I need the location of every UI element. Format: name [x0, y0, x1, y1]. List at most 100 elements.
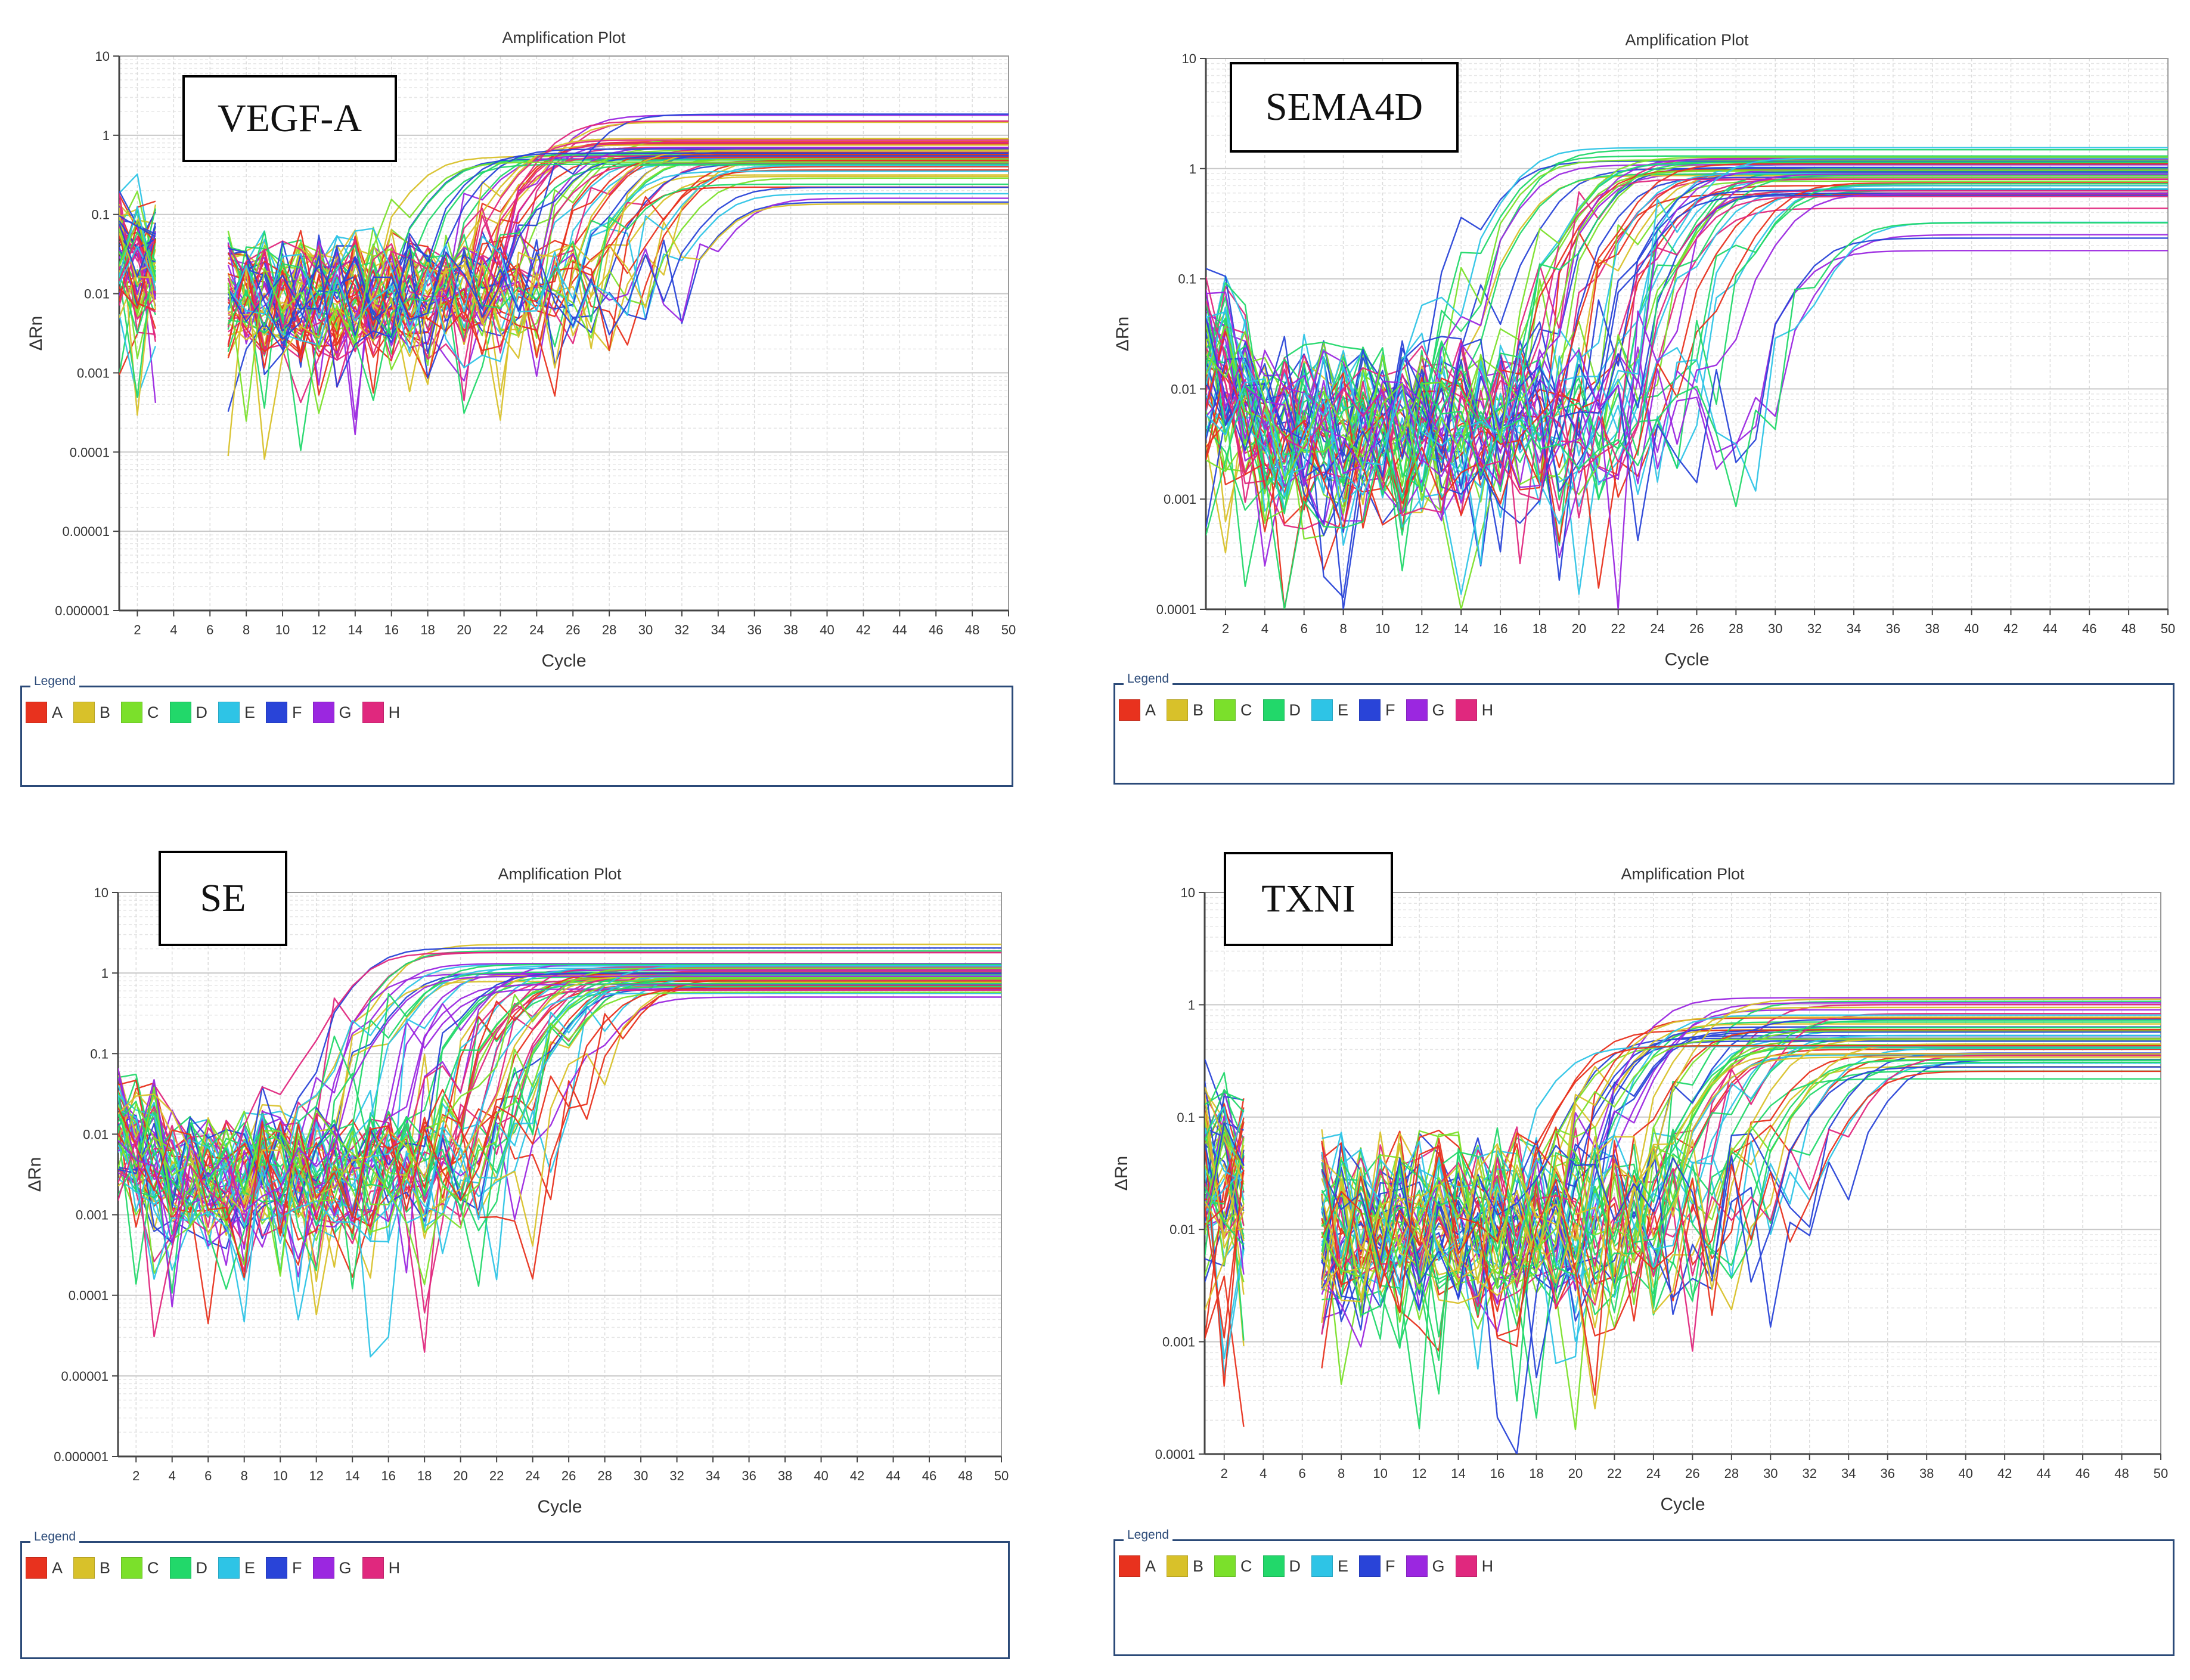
amplification-curve-d	[118, 982, 1001, 1226]
curve-group	[119, 113, 1009, 460]
amplification-curve-a	[1205, 1139, 1245, 1387]
x-tick-label: 38	[1925, 621, 1939, 636]
x-tick-label: 40	[814, 1468, 828, 1483]
x-tick-label: 44	[892, 622, 907, 637]
x-tick-label: 18	[417, 1468, 432, 1483]
legend-label: G	[1432, 700, 1445, 719]
amplification-curve-b	[1321, 1053, 2161, 1287]
x-tick-label: 22	[489, 1468, 504, 1483]
y-tick-label: 0.000001	[55, 603, 110, 618]
amplification-curve-a	[1321, 1070, 2161, 1396]
amplification-curve-g	[1206, 173, 2168, 609]
x-axis-label: Cycle	[1664, 650, 1709, 669]
x-tick-label: 10	[273, 1468, 287, 1483]
legend-item-g: G	[312, 1557, 352, 1579]
x-tick-label: 4	[1260, 1466, 1267, 1481]
amplification-curve-f	[227, 187, 1009, 336]
x-tick-label: 32	[1803, 1466, 1817, 1481]
y-tick-label: 0.01	[83, 1127, 108, 1142]
amplification-curve-f	[119, 190, 156, 235]
legend-label: D	[1289, 700, 1301, 719]
y-axis-label: ΔRn	[25, 1157, 45, 1192]
amplification-curve-d	[119, 231, 156, 279]
y-tick-label: 0.0001	[1155, 1447, 1195, 1462]
y-tick-label: 10	[94, 885, 108, 900]
amplification-curve-g	[118, 984, 1001, 1266]
amplification-curve-d	[1321, 1059, 2161, 1316]
legend-item-e: E	[1311, 1555, 1348, 1577]
x-tick-label: 22	[1607, 1466, 1621, 1481]
amplification-curve-b	[1321, 1056, 2161, 1291]
x-tick-label: 16	[381, 1468, 395, 1483]
legend-label: C	[147, 703, 159, 721]
panel-sema4d: Amplification Plot 2 4 6 8 10 12 14 16 18 20 22 24 26…	[1095, 0, 2190, 840]
x-tick-label: 28	[602, 622, 616, 637]
x-tick-label: 40	[1964, 621, 1978, 636]
legend-label: H	[1481, 700, 1494, 719]
x-tick-label: 14	[348, 622, 362, 637]
legend-item-e: E	[218, 702, 255, 723]
x-tick-label: 12	[312, 622, 326, 637]
legend-swatch-icon	[121, 1557, 143, 1579]
x-tick-label: 18	[1533, 621, 1547, 636]
amplification-curve-c	[1205, 1120, 1245, 1216]
x-tick-label: 16	[384, 622, 398, 637]
amplification-curve-e	[227, 171, 1009, 368]
legend-swatch-icon	[1262, 1555, 1285, 1577]
legend-swatch-icon	[1455, 1555, 1477, 1577]
amplification-curve-a	[1206, 182, 2168, 529]
y-tick-label: 0.1	[91, 207, 110, 222]
legend-label: G	[1432, 1557, 1445, 1575]
legend-swatch-icon	[1167, 699, 1189, 721]
legend-label: H	[388, 703, 401, 721]
y-tick-label: 0.1	[90, 1046, 108, 1061]
x-tick-label: 6	[204, 1468, 212, 1483]
amplification-curve-c	[119, 220, 157, 281]
legend-item-h: H	[1455, 1555, 1493, 1577]
chart-title: Amplification Plot	[1621, 865, 1745, 883]
y-axis-label: ΔRn	[1113, 317, 1133, 351]
amplification-curve-c	[1206, 176, 2168, 507]
curve-group	[118, 943, 1001, 1357]
amplification-curve-d	[1321, 1019, 2161, 1362]
x-tick-label: 8	[241, 1468, 248, 1483]
x-tick-label: 50	[1001, 622, 1016, 637]
amplification-curve-e	[1321, 1014, 2161, 1289]
x-tick-label: 2	[132, 1468, 139, 1483]
legend-label: G	[339, 1558, 352, 1577]
x-tick-label: 42	[856, 622, 870, 637]
y-tick-label: 0.00001	[61, 1369, 108, 1384]
x-tick-label: 6	[1299, 1466, 1306, 1481]
x-tick-label: 2	[1222, 621, 1229, 636]
y-tick-label: 0.01	[84, 287, 110, 302]
y-tick-label: 0.001	[77, 365, 110, 380]
legend-label: F	[292, 1558, 302, 1577]
amplification-curve-d	[1321, 1047, 2161, 1277]
amplification-curve-e	[1321, 1046, 2161, 1257]
legend-swatch-icon	[169, 702, 191, 723]
legend-label: C	[1240, 1557, 1252, 1575]
amplification-curve-a	[118, 980, 1001, 1220]
legend-label: F	[292, 703, 302, 721]
x-tick-label: 8	[243, 622, 250, 637]
legend-box-2: Legend A B C D E F G H	[1113, 672, 2175, 785]
legend-item-b: B	[1167, 699, 1203, 721]
y-tick-label: 0.001	[76, 1208, 108, 1223]
legend-label: F	[1385, 700, 1395, 719]
amplification-curve-h	[1321, 1054, 2161, 1293]
x-axis-label: Cycle	[537, 1497, 582, 1517]
legend-swatch-icon	[121, 702, 143, 723]
amplification-curve-c	[118, 978, 1001, 1266]
amplification-curve-h	[227, 139, 1009, 388]
amplification-curve-f	[119, 223, 157, 278]
y-tick-label: 0.0001	[69, 1288, 108, 1303]
amplification-curve-c	[1321, 1038, 2161, 1289]
x-tick-label: 34	[706, 1468, 720, 1483]
y-tick-label: 1	[1188, 997, 1195, 1012]
legend-box-3: Legend A B C D E F G H	[20, 1530, 1010, 1659]
x-tick-label: 38	[778, 1468, 792, 1483]
legend-swatch-icon	[1406, 699, 1428, 721]
